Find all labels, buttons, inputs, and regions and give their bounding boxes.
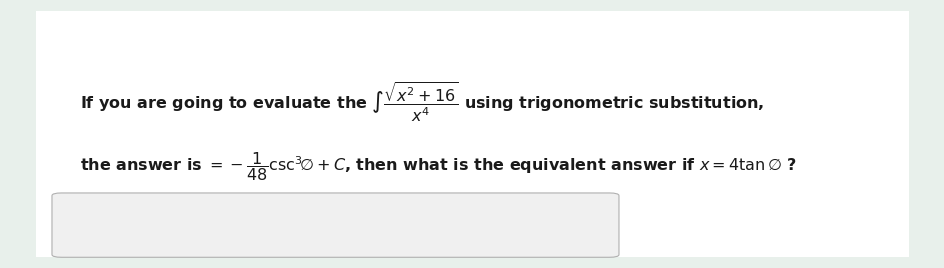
Text: the answer is $= -\dfrac{1}{48}\mathrm{csc}^3\!\varnothing + C$, then what is th: the answer is $= -\dfrac{1}{48}\mathrm{c… [80,150,797,183]
Text: If you are going to evaluate the $\int \dfrac{\sqrt{x^2+16}}{x^4}$ using trigono: If you are going to evaluate the $\int \… [80,80,764,124]
FancyBboxPatch shape [36,11,908,257]
FancyBboxPatch shape [52,193,618,257]
